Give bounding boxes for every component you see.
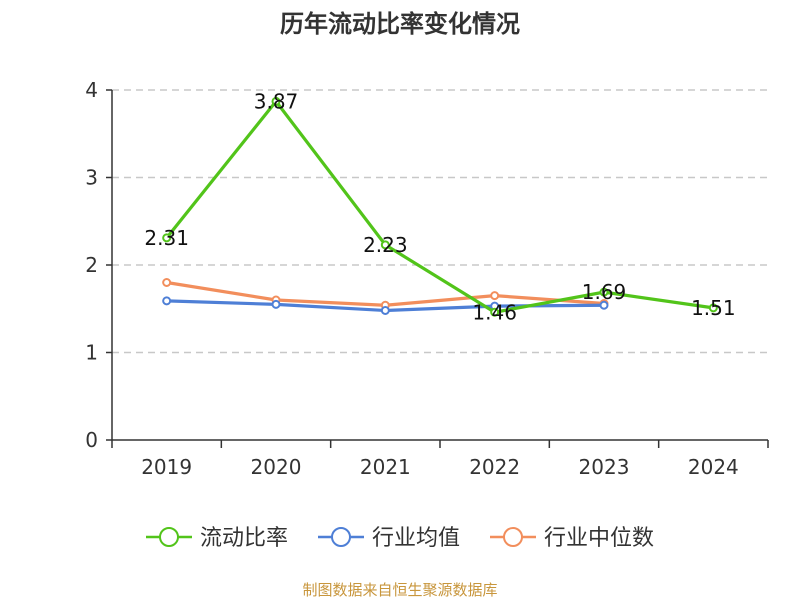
data-labels: 2.31 3.87 2.23 1.46 1.69 1.51 — [144, 89, 735, 324]
series-line — [165, 99, 714, 314]
data-label: 2.31 — [144, 226, 189, 250]
x-tick-label: 2021 — [360, 455, 411, 479]
data-label: 2.23 — [363, 233, 408, 257]
data-point — [708, 303, 718, 313]
data-label: 1.46 — [472, 300, 517, 324]
y-tick-label: 0 — [85, 428, 98, 452]
data-point — [599, 287, 609, 297]
legend-marker — [503, 527, 523, 547]
series-lines — [162, 96, 718, 317]
y-tick-label: 1 — [85, 341, 98, 365]
data-point — [271, 96, 281, 106]
legend-label: 行业中位数 — [544, 526, 654, 551]
data-point — [599, 300, 609, 310]
data-label: 3.87 — [254, 89, 299, 113]
source-note: 制图数据来自恒生聚源数据库 — [302, 581, 497, 599]
data-point — [271, 299, 281, 309]
data-point — [162, 233, 172, 243]
legend-marker — [159, 527, 179, 547]
x-tick-label: 2020 — [251, 455, 302, 479]
axes: 0 1 2 3 4 2019 2020 2021 2022 2023 2024 — [85, 78, 769, 479]
grid-lines — [112, 89, 768, 354]
x-tick-label: 2024 — [688, 455, 739, 479]
data-point — [162, 278, 172, 287]
legend-marker — [331, 527, 351, 547]
legend-item[interactable]: 行业均值 — [318, 526, 460, 551]
data-point — [162, 296, 172, 306]
data-label: 1.51 — [691, 296, 736, 320]
y-tick-label: 2 — [85, 253, 98, 277]
chart-title: 历年流动比率变化情况 — [280, 10, 520, 38]
y-tick-label: 3 — [85, 166, 98, 190]
y-tick-label: 4 — [85, 78, 98, 102]
data-label: 1.69 — [582, 280, 627, 304]
legend-item[interactable]: 流动比率 — [146, 526, 288, 551]
data-point — [380, 240, 390, 250]
legend[interactable]: 流动比率 行业均值 行业中位数 — [146, 526, 654, 551]
x-tick-label: 2023 — [579, 455, 630, 479]
data-point — [380, 306, 390, 315]
data-point — [490, 307, 500, 317]
legend-label: 流动比率 — [200, 526, 288, 551]
legend-label: 行业均值 — [372, 526, 460, 551]
data-point — [490, 291, 500, 301]
x-tick-label: 2022 — [469, 455, 520, 479]
legend-item[interactable]: 行业中位数 — [490, 526, 654, 551]
x-tick-label: 2019 — [141, 455, 192, 479]
